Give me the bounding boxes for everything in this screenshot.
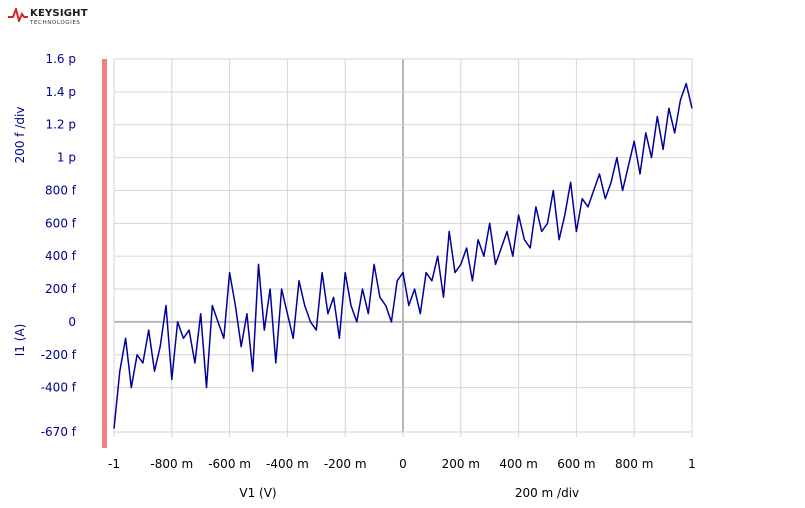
y-tick-label: -200 f	[41, 348, 77, 362]
series-line	[113, 82, 693, 429]
x-tick-label: -800 m	[150, 457, 193, 471]
y-tick-label: 1.2 p	[45, 118, 76, 132]
x-tick-label: 0	[399, 457, 407, 471]
logo-brand-text: KEYSIGHT	[30, 8, 88, 19]
x-tick-label: -400 m	[266, 457, 309, 471]
y-axis-label: I1 (A)	[13, 324, 27, 357]
x-tick-labels: -1 -800 m -600 m -400 m -200 m 0 200 m 400 m 600…	[108, 457, 696, 471]
grid	[113, 58, 693, 437]
y-tick-labels: 1.6 p 1.4 p 1.2 p 1 p 800 f 600 f 400 f 200 f 0 -…	[41, 52, 77, 439]
y-tick-label: 1.6 p	[45, 52, 76, 66]
x-axis-label: V1 (V)	[239, 486, 276, 500]
y-tick-label: 400 f	[45, 249, 77, 263]
x-tick-label: 600 m	[557, 457, 595, 471]
y-tick-label: 1.4 p	[45, 85, 76, 99]
x-tick-label: 1	[688, 457, 696, 471]
x-tick-label: -600 m	[208, 457, 251, 471]
y-tick-label: 800 f	[45, 183, 77, 197]
x-tick-label: -200 m	[324, 457, 367, 471]
logo-sub-text: TECHNOLOGIES	[30, 20, 81, 26]
y-axis-marker-bar	[102, 59, 107, 448]
y-tick-label: 0	[68, 315, 76, 329]
keysight-wave-icon	[8, 8, 28, 22]
y-tick-label: 200 f	[45, 282, 77, 296]
x-tick-label: 200 m	[442, 457, 480, 471]
x-tick-label: -1	[108, 457, 120, 471]
x-tick-label: 800 m	[615, 457, 653, 471]
y-tick-label: 600 f	[45, 216, 77, 230]
y-div-label: 200 f /div	[13, 107, 27, 164]
y-tick-label: 1 p	[57, 151, 76, 165]
keysight-logo: KEYSIGHT TECHNOLOGIES	[8, 6, 98, 32]
x-tick-label: 400 m	[499, 457, 537, 471]
y-tick-label: -670 f	[41, 425, 77, 439]
y-tick-label: -400 f	[41, 381, 77, 395]
x-div-label: 200 m /div	[515, 486, 579, 500]
